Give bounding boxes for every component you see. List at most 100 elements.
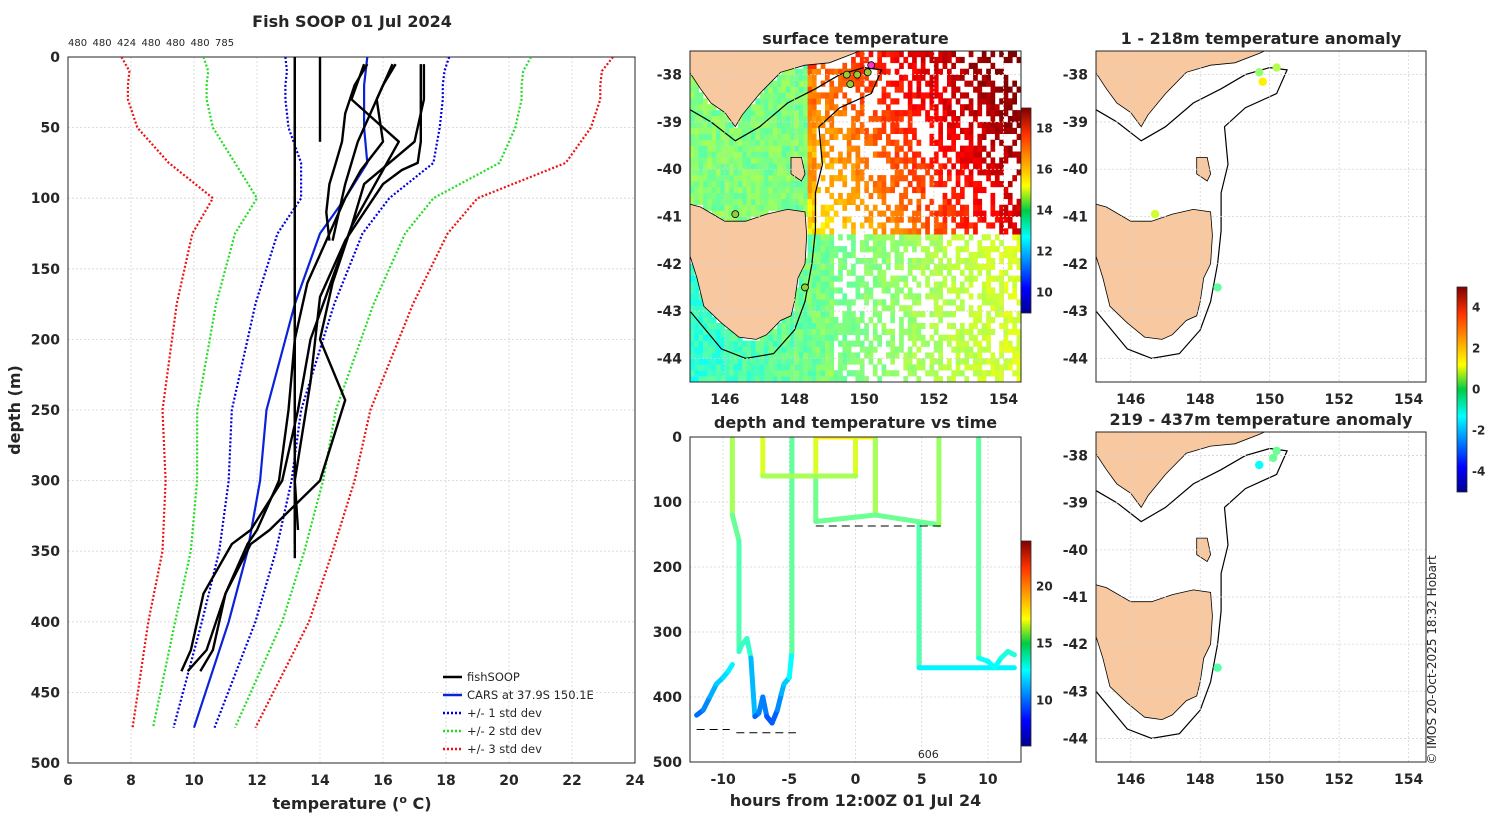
sst-cell [720,352,726,359]
sst-cell [994,175,1000,182]
sst-cell [690,110,695,117]
sst-cell [759,145,765,152]
sst-cell [785,74,791,81]
sst-cell [737,216,743,223]
sst-cell [890,98,895,105]
sst-cell [764,133,769,140]
legend-entry: CARS at 37.9S 150.1E [467,688,594,702]
sst-cell [877,74,882,81]
sst-cell [973,364,978,371]
sst-cell [759,104,765,111]
sst-cell [960,74,965,81]
sst-cell [968,281,974,288]
sst-cell [968,145,974,152]
sst-cell [990,352,996,359]
sst-cell [807,257,813,265]
sst-cell [833,275,839,282]
sst-cell [842,80,848,87]
sst-cell [703,311,708,318]
sst-cell [907,358,913,365]
sst-cell [929,157,935,164]
sst-cell [933,68,939,75]
sst-cell [955,157,961,164]
sst-cell [886,139,891,146]
sst-cell [955,98,961,105]
sst-cell [698,92,704,99]
sst-cell [890,334,895,341]
sst-cell [790,139,795,146]
sst-cell [751,376,756,382]
sst-cell [716,139,721,146]
sst-cell [811,322,817,330]
anomaly-deep-panel: 146 148 150 152 154-38-39-40-41-42-43-44219 … [1063,410,1427,788]
sst-cell [733,376,739,382]
sst-cell [798,151,804,158]
sst-cell [711,163,717,170]
sst-cell [968,62,974,69]
station-marker [863,68,872,77]
sst-cell [833,92,839,99]
sst-cell [820,222,826,229]
sst-cell [964,151,970,158]
sst-cell [977,210,983,217]
sst-cell [755,204,760,211]
sst-cell [785,352,791,359]
sst-cell [846,322,852,330]
sst-cell [807,68,813,75]
sst-cell [960,299,965,306]
std-dev-2-minus-line [151,57,259,728]
sst-cell [694,322,700,330]
sst-cell [746,110,752,117]
sst-cell [729,186,734,194]
sst-cell [986,110,991,117]
y-tick-label: 0 [50,50,60,66]
sst-cell [947,364,952,371]
sst-cell [881,234,887,241]
sst-cell [907,370,913,377]
sst-cell [811,98,817,105]
sst-cell [986,234,991,241]
sst-cell [811,346,817,353]
sst-cell [781,151,787,158]
sst-cell [820,346,826,353]
sst-cell [785,139,791,146]
sst-cell [960,322,965,330]
sst-cell [999,157,1004,164]
sst-cell [846,151,852,158]
x-axis-label: temperature (o C) [272,793,431,813]
sst-cell [768,198,774,205]
sst-cell [846,216,852,223]
sst-cell [807,181,813,188]
sst-cell [999,163,1004,170]
sst-cell [994,246,1000,253]
sst-cell [746,370,752,377]
sst-cell [777,376,782,382]
sst-cell [829,334,835,341]
sst-cell [881,299,887,306]
sst-cell [938,163,943,170]
sst-cell [772,157,778,164]
sst-cell [825,216,830,223]
sst-cell [742,169,747,176]
sst-cell [690,370,695,377]
lon-tick-label: 152 [1325,772,1354,788]
sst-cell [846,317,852,324]
sst-cell [899,210,904,217]
sst-cell [820,210,826,217]
sst-cell [938,222,943,229]
sst-cell [746,151,752,158]
sst-cell [825,240,830,247]
sst-cell [816,293,821,300]
sst-cell [816,352,821,359]
sst-cell [968,334,974,341]
sst-cell [864,133,869,140]
sst-cell [777,80,782,87]
sst-cell [825,68,830,75]
sst-cell [890,175,895,182]
sst-cell [846,299,852,306]
sst-cell [816,263,821,270]
sst-cell [855,163,861,170]
sst-cell [881,281,887,288]
sst-cell [1007,198,1013,205]
sst-cell [933,228,939,235]
